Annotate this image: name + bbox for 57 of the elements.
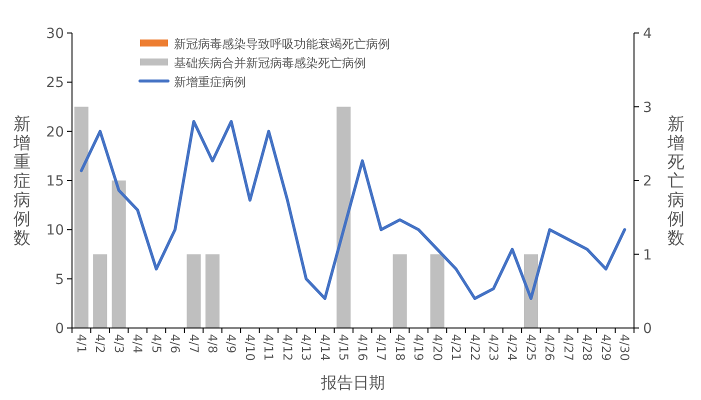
x-tick-label: 4/15	[336, 334, 351, 361]
x-tick-label: 4/2	[93, 334, 108, 354]
x-tick-label: 4/19	[412, 334, 426, 361]
y-tick-label: 10	[46, 222, 64, 239]
bar	[430, 254, 444, 328]
bar	[205, 254, 220, 328]
x-tick-label: 4/6	[168, 334, 182, 354]
y2-tick-label: 1	[643, 247, 652, 264]
y-tick-label: 25	[46, 75, 64, 92]
line-series	[80, 120, 626, 300]
legend-label: 新冠病毒感染导致呼吸功能衰竭死亡病例	[174, 37, 390, 51]
legend-label: 新增重症病例	[174, 75, 246, 89]
y-tick-label: 20	[46, 124, 64, 140]
x-tick-label: 4/24	[505, 334, 520, 361]
bar	[186, 254, 201, 328]
y-axis-title: 新增重症病例数	[12, 114, 30, 248]
x-tick-label: 4/23	[486, 334, 500, 361]
y2-tick-label: 0	[643, 321, 652, 337]
x-tick-label: 4/7	[186, 334, 201, 354]
legend-label: 基础疾病合并新冠病毒感染死亡病例	[174, 56, 366, 70]
x-tick-label: 4/21	[449, 334, 464, 361]
y2-axis-title: 新增死亡病例数	[666, 114, 684, 248]
y-tick-label: 30	[46, 26, 64, 42]
x-tick-label: 4/13	[299, 334, 314, 361]
bar	[112, 180, 126, 328]
bar	[93, 254, 108, 328]
x-tick-label: 4/8	[206, 334, 220, 354]
y2-tick-label: 2	[643, 174, 652, 190]
x-tick-label: 4/17	[374, 334, 388, 361]
x-tick-label: 4/29	[598, 334, 613, 361]
y-tick-label: 5	[55, 272, 64, 288]
x-tick-label: 4/10	[242, 334, 257, 361]
x-tick-label: 4/5	[149, 334, 164, 354]
y-tick-label: 15	[46, 174, 64, 190]
x-tick-label: 4/18	[392, 334, 407, 361]
x-tick-label: 4/28	[580, 334, 594, 361]
x-tick-label: 4/27	[561, 334, 576, 361]
x-tick-label: 4/3	[112, 334, 126, 354]
x-tick-label: 4/11	[262, 334, 276, 361]
x-tick-label: 4/4	[130, 334, 145, 354]
y2-tick-label: 4	[643, 26, 652, 42]
x-tick-label: 4/20	[430, 334, 444, 361]
x-tick-label: 4/12	[280, 334, 294, 361]
x-tick-label: 4/26	[542, 334, 557, 361]
bar	[392, 254, 407, 328]
x-tick-label: 4/1	[74, 334, 88, 354]
x-tick-label: 4/25	[524, 334, 538, 361]
bar	[336, 106, 351, 328]
x-tick-label: 4/9	[224, 334, 238, 354]
y2-tick-label: 3	[643, 100, 652, 116]
x-tick-label: 4/22	[468, 334, 482, 361]
bar	[74, 106, 88, 328]
x-tick-label: 4/16	[355, 334, 370, 361]
x-tick-label: 4/30	[618, 334, 632, 361]
x-tick-label: 4/14	[318, 334, 332, 361]
x-axis-title: 报告日期	[320, 373, 385, 392]
y-tick-label: 0	[55, 321, 64, 337]
